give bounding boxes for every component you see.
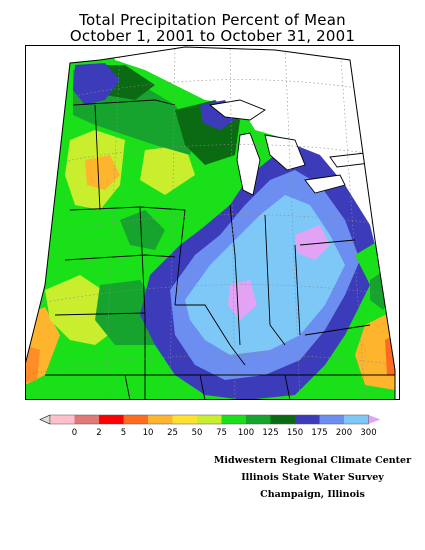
map-title: Total Precipitation Percent of Mean <box>79 11 346 29</box>
legend-tick-label: 50 <box>192 428 203 438</box>
legend-tick-label: 2 <box>96 428 101 438</box>
great-lakes <box>208 99 371 196</box>
state-boundaries <box>45 99 395 400</box>
precipitation-map <box>25 45 400 400</box>
legend-arrow-low <box>39 414 51 425</box>
legend-swatch <box>148 415 173 424</box>
map-date-range: October 1, 2001 to October 31, 2001 <box>69 27 356 45</box>
credit-location: Champaign, Illinois <box>260 489 365 500</box>
legend-tick-label: 75 <box>216 428 227 438</box>
legend-swatch <box>172 415 197 424</box>
max-precip-zone <box>295 225 330 260</box>
credit-center: Midwestern Regional Climate Center <box>213 455 412 466</box>
legend-swatch <box>221 415 246 424</box>
legend-swatch <box>123 415 148 424</box>
lat-lon-grid <box>25 47 395 400</box>
legend-swatch <box>344 415 369 424</box>
map-frame <box>25 46 396 400</box>
legend-swatch <box>99 415 124 424</box>
legend-swatch <box>50 415 75 424</box>
credit-survey: Illinois State Water Survey <box>241 472 384 483</box>
legend-swatch <box>246 415 271 424</box>
legend-tick-label: 25 <box>167 428 178 438</box>
legend-tick-label: 175 <box>311 428 327 438</box>
legend-swatch <box>74 415 99 424</box>
legend-swatch <box>197 415 222 424</box>
no-data-region <box>110 47 395 255</box>
legend-arrow-high <box>368 415 381 424</box>
legend-tick-label: 125 <box>262 428 278 438</box>
legend-tick-label: 150 <box>287 428 303 438</box>
legend-tick-label: 200 <box>336 428 352 438</box>
legend-swatch <box>270 415 295 424</box>
legend-tick-label: 5 <box>121 428 126 438</box>
legend-tick-label: 300 <box>360 428 376 438</box>
legend-swatch <box>295 415 320 424</box>
color-legend: 0 2 5 10 25 50 75 100 125 150 175 200 300 <box>39 414 381 438</box>
legend-swatch <box>319 415 344 424</box>
legend-tick-label: 0 <box>72 428 77 438</box>
map-border <box>25 45 400 400</box>
legend-tick-label: 100 <box>238 428 254 438</box>
legend-tick-label: 10 <box>143 428 154 438</box>
